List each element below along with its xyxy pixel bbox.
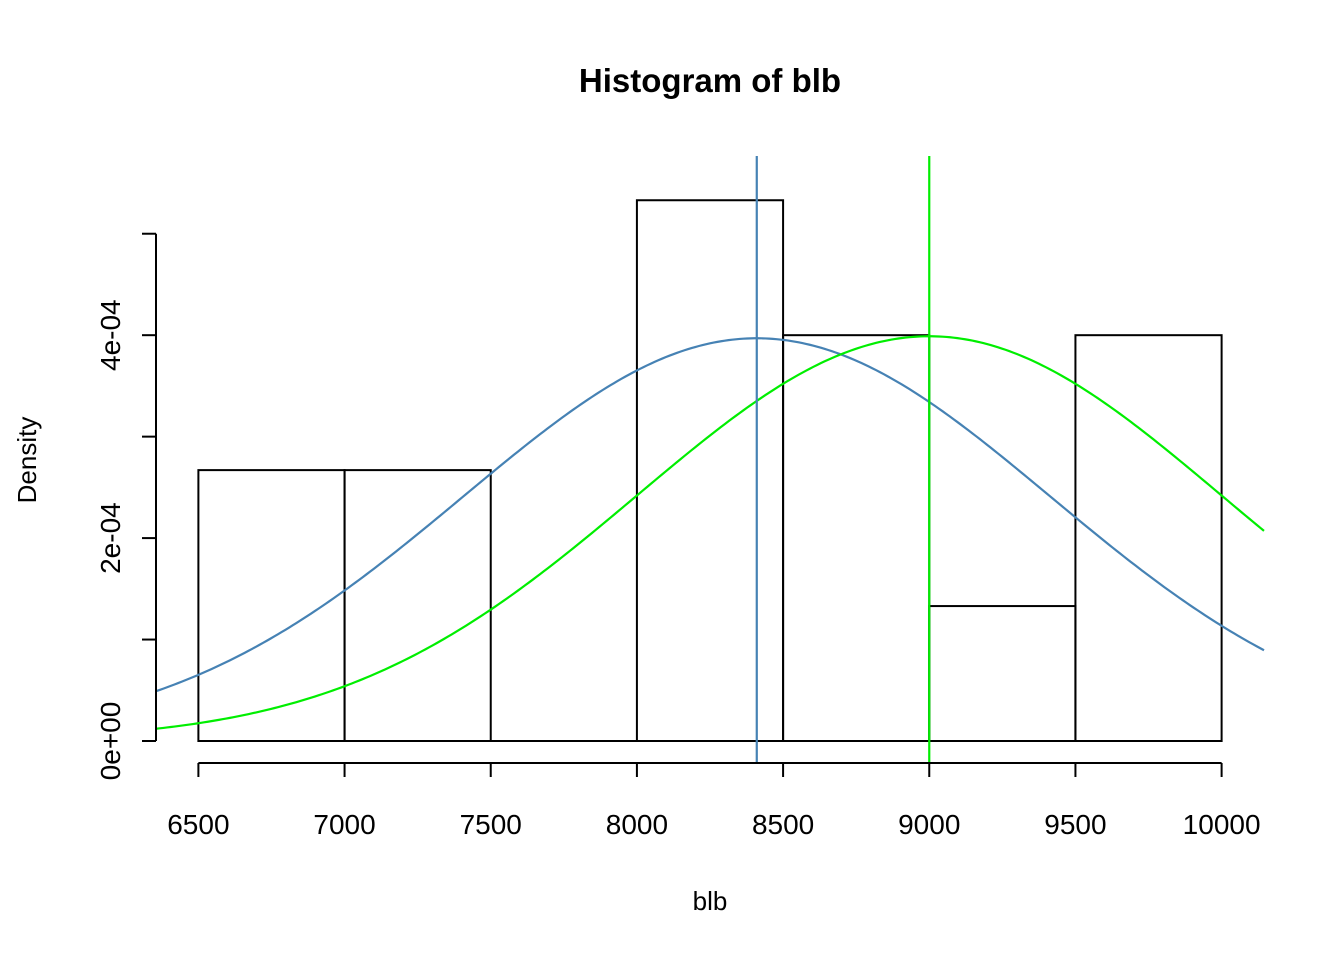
- x-tick-label-7: 10000: [1183, 809, 1261, 840]
- y-tick-label-0: 0e+00: [95, 702, 126, 781]
- y-tick-label-4: 4e-04: [95, 299, 126, 371]
- x-tick-label-1: 7000: [313, 809, 375, 840]
- x-tick-label-5: 9000: [898, 809, 960, 840]
- x-tick-label-0: 6500: [167, 809, 229, 840]
- histogram-bar-5: [928, 605, 1077, 742]
- x-tick-label-4: 8500: [752, 809, 814, 840]
- y-axis-label: Density: [12, 417, 42, 504]
- density-curves: [155, 335, 1265, 730]
- reference-lines: [755, 156, 931, 763]
- density-curve-1: [155, 335, 1265, 730]
- y-tick-label-2: 2e-04: [95, 502, 126, 574]
- x-tick-label-6: 9500: [1044, 809, 1106, 840]
- histogram-bar-6: [1074, 334, 1223, 742]
- histogram-bar-3: [635, 199, 785, 743]
- histogram-bar-1: [343, 469, 492, 742]
- histogram-bar-4: [782, 334, 931, 742]
- density-curve-0: [155, 337, 1265, 693]
- x-axis: 6500 7000 7500 8000 8500 9000 9500 10000: [167, 762, 1261, 840]
- x-tick-label-2: 7500: [460, 809, 522, 840]
- chart-title: Histogram of blb: [579, 62, 841, 99]
- x-tick-label-3: 8000: [606, 809, 668, 840]
- x-axis-label: blb: [693, 886, 728, 916]
- y-axis: 0e+00 2e-04 4e-04: [95, 232, 157, 781]
- histogram-bars: [197, 199, 1223, 743]
